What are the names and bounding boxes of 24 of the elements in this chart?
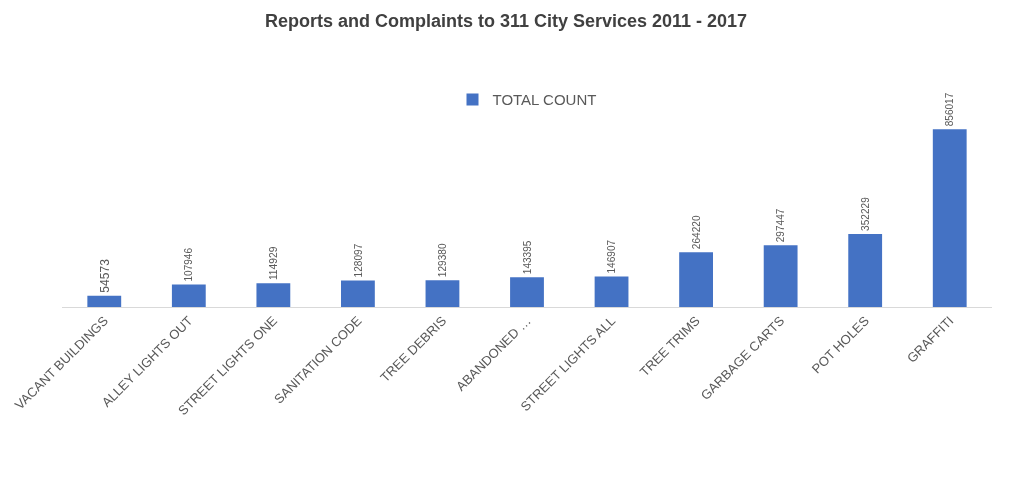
- data-label: 129380: [437, 243, 449, 278]
- data-label: 107946: [183, 247, 195, 282]
- bar: [256, 283, 291, 307]
- bar: [679, 252, 713, 307]
- bar: [932, 129, 967, 307]
- data-label: 297447: [775, 208, 787, 243]
- bar: [763, 245, 798, 307]
- data-label: 264220: [690, 215, 702, 250]
- bar: [171, 284, 206, 307]
- data-label: 856017: [944, 92, 956, 127]
- data-label: 146907: [606, 239, 618, 274]
- bar: [87, 295, 122, 307]
- data-label: 352229: [859, 196, 871, 231]
- legend-label: TOTAL COUNT: [492, 91, 597, 109]
- bar: [594, 276, 629, 307]
- chart-title: Reports and Complaints to 311 City Services 2011 - 2017: [264, 10, 748, 31]
- bar: [848, 233, 883, 307]
- data-label: 128097: [352, 243, 364, 278]
- bar: [341, 280, 375, 307]
- bar: [510, 277, 544, 307]
- data-label: 143395: [521, 240, 533, 275]
- data-label: 114929: [268, 246, 280, 281]
- data-label: 54573: [97, 258, 112, 293]
- bar: [425, 280, 460, 307]
